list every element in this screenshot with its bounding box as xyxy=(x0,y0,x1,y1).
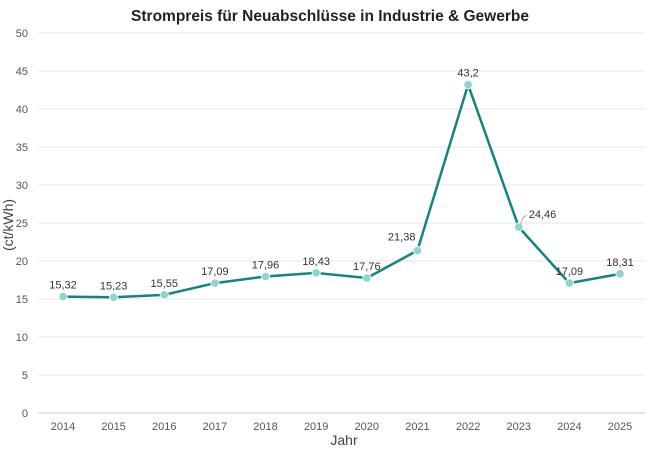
x-tick-label: 2018 xyxy=(253,421,277,433)
grid-lines xyxy=(38,32,645,414)
y-tick-label: 35 xyxy=(16,142,28,154)
x-tick-label: 2021 xyxy=(405,421,429,433)
data-label: 21,38 xyxy=(388,232,416,244)
x-axis-label: Jahr xyxy=(330,432,358,448)
data-point xyxy=(210,278,220,288)
y-tick-label: 0 xyxy=(22,408,28,420)
series-line xyxy=(62,83,621,299)
x-tick-label: 2019 xyxy=(304,421,328,433)
y-tick-label: 10 xyxy=(16,332,28,344)
x-tick-label: 2020 xyxy=(355,421,379,433)
data-point xyxy=(58,291,68,302)
data-label: 17,76 xyxy=(353,261,381,273)
x-tick-label: 2023 xyxy=(506,421,530,433)
data-point xyxy=(362,273,372,283)
data-point xyxy=(615,269,625,279)
data-label: 15,55 xyxy=(151,278,179,290)
y-axis-label: (ct/kWh) xyxy=(0,199,16,251)
label-leader-line xyxy=(520,214,528,225)
data-label: 18,43 xyxy=(302,256,330,268)
data-label: 17,09 xyxy=(556,266,584,278)
x-tick-label: 2024 xyxy=(557,421,581,433)
x-tick-label: 2014 xyxy=(51,421,75,433)
y-tick-label: 50 xyxy=(16,28,28,40)
data-series: 15,32 15,23 15,55 17,09 17,96 18,43 17,76 21,38… xyxy=(49,68,634,302)
data-label: 24,46 xyxy=(529,209,557,221)
data-point xyxy=(514,222,524,232)
x-tick-label: 2015 xyxy=(101,421,125,433)
x-tick-label: 2016 xyxy=(152,421,176,433)
data-label: 17,96 xyxy=(252,260,280,272)
chart-title: Strompreis für Neuabschlüsse in Industri… xyxy=(131,8,529,25)
data-point xyxy=(260,271,271,282)
data-point xyxy=(159,290,169,300)
data-label: 15,32 xyxy=(49,280,77,292)
data-point xyxy=(311,268,321,278)
data-point xyxy=(564,278,574,288)
x-tick-label: 2017 xyxy=(203,421,227,433)
y-tick-label: 15 xyxy=(16,294,28,306)
y-tick-label: 25 xyxy=(16,218,28,230)
y-axis-ticks: 0 5 10 15 20 25 30 35 40 45 50 xyxy=(16,28,28,420)
data-point xyxy=(463,80,473,90)
y-tick-label: 5 xyxy=(22,370,28,382)
data-label: 18,31 xyxy=(606,257,634,269)
data-label: 17,09 xyxy=(201,266,229,278)
y-tick-label: 40 xyxy=(16,104,28,116)
data-label: 15,23 xyxy=(100,280,128,292)
y-tick-label: 45 xyxy=(16,66,28,78)
x-tick-label: 2022 xyxy=(456,421,480,433)
data-point xyxy=(412,245,423,256)
y-tick-label: 20 xyxy=(16,256,28,268)
x-axis-ticks: 2014 2015 2016 2017 2018 2019 2020 2021 2022 2023… xyxy=(51,421,632,433)
x-tick-label: 2025 xyxy=(608,421,632,433)
data-label: 43,2 xyxy=(457,68,478,80)
y-tick-label: 30 xyxy=(16,180,28,192)
data-point xyxy=(109,292,119,302)
